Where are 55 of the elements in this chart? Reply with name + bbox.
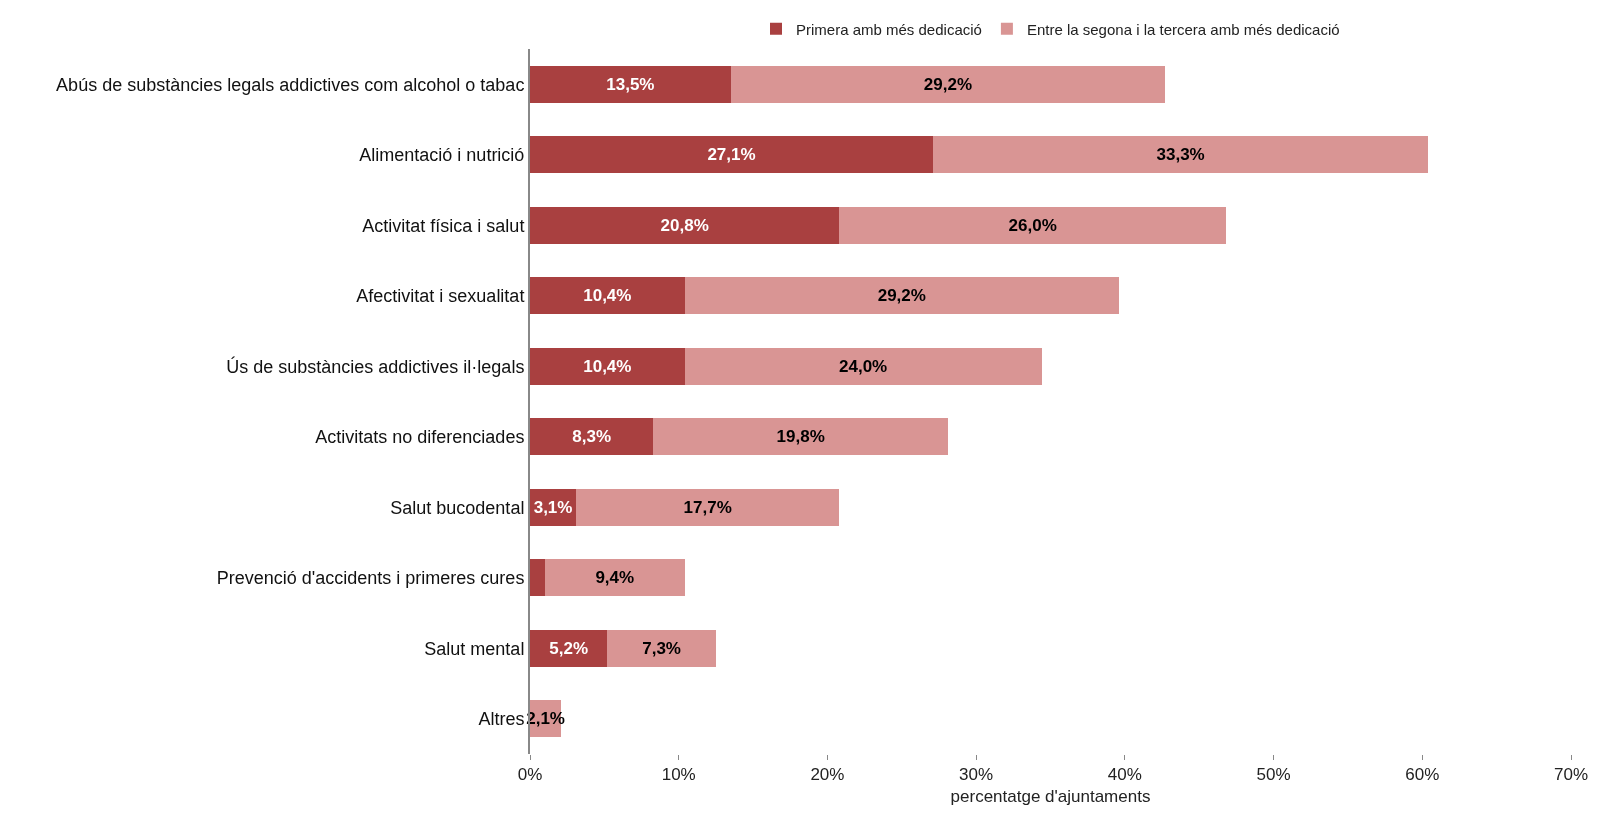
legend-label: Entre la segona i la tercera amb més dedicació [1026,20,1340,38]
y-tick-label: Alimentació i nutrició [359,145,525,166]
bar [530,136,934,174]
bar [530,347,685,385]
bar [933,136,1429,174]
x-tick-label: 50% [1256,765,1291,785]
bar [607,629,716,667]
x-tick-label: 60% [1405,765,1440,785]
bar [530,629,608,667]
bar [684,277,1119,315]
bar [684,347,1042,385]
data-label: 10,4% [583,356,632,376]
y-tick-label: Abús de substàncies legals addictives com alcohol o tabac [56,74,525,95]
x-tick-label: 40% [1107,765,1142,785]
legend-label: Primera amb més dedicació [796,20,982,38]
data-label: 27,1% [707,145,756,165]
bar [530,277,685,315]
y-tick-label: Salut mental [424,638,525,659]
data-label: 3,1% [533,497,573,517]
y-tick-label: Activitats no diferenciades [315,427,525,448]
data-label: 7,3% [642,638,681,658]
bar [530,559,545,597]
y-tick-label: Activitat física i salut [362,215,525,236]
data-label: 24,0% [839,356,888,376]
data-label: 29,2% [923,74,972,94]
y-tick-label: Prevenció d'accidents i primeres cures [216,568,525,589]
data-label: 33,3% [1156,145,1205,165]
data-label: 29,2% [877,286,926,306]
y-tick-label: Afectivitat i sexualitat [356,286,525,307]
x-tick-label: 70% [1553,765,1589,785]
data-label: 13,5% [606,74,655,94]
y-tick-label: Ús de substàncies addictives il·legals [226,355,525,377]
data-label: 17,7% [683,497,732,517]
data-label: 8,3% [572,427,612,447]
x-tick-label: 0% [517,765,543,785]
x-tick-label: 10% [661,765,696,785]
bar [839,206,1226,244]
bar [576,488,840,526]
x-axis-title: percentatge d'ajuntaments [950,786,1151,806]
data-label: 20,8% [660,215,709,235]
data-label: 26,0% [1008,215,1057,235]
bar [530,418,654,456]
data-label: 9,4% [595,568,635,588]
bar [530,65,731,103]
x-tick-label: 20% [810,765,845,785]
x-tick-label: 30% [959,765,994,785]
y-tick-label: Altres [478,709,525,730]
y-tick-label: Salut bucodental [390,497,525,518]
data-label: 10,4% [583,286,632,306]
bar [653,418,948,456]
data-label: 19,8% [776,427,825,447]
bar [530,206,840,244]
data-label: 5,2% [549,638,589,658]
bar [730,65,1166,103]
bar [544,559,685,597]
